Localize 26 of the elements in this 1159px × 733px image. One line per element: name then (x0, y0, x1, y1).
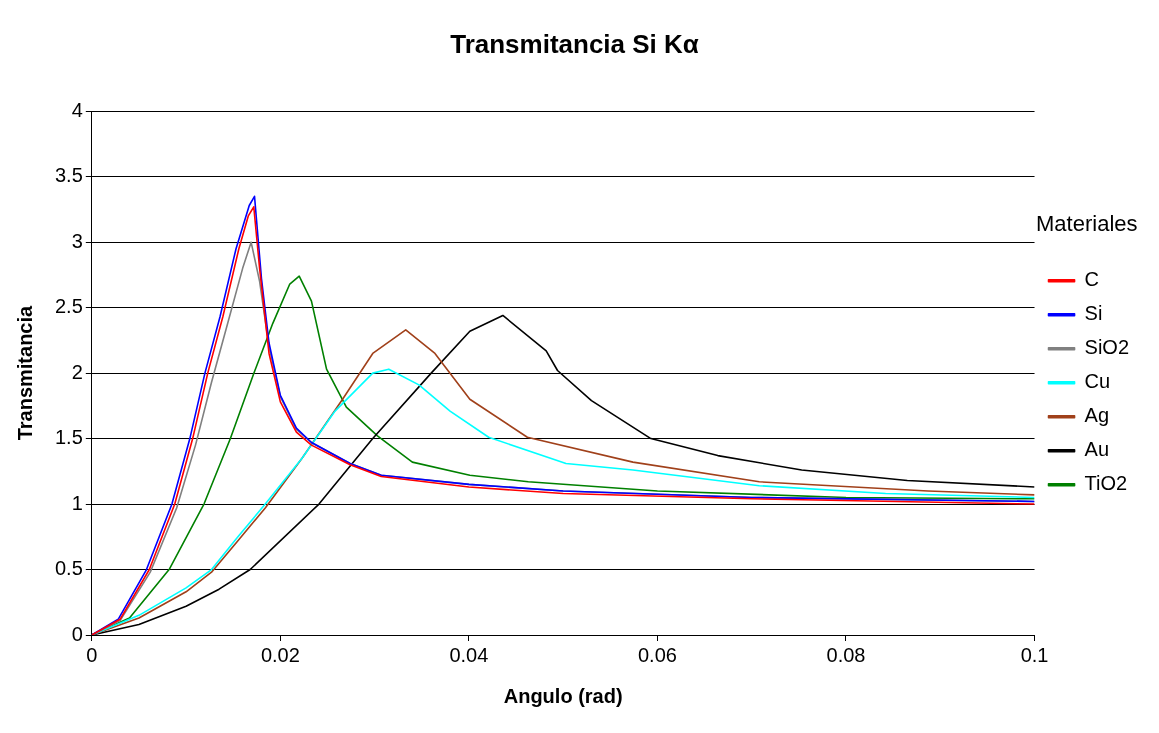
y-tick-label: 3.5 (54, 164, 83, 187)
x-tick-label: 0.1 (1020, 643, 1049, 666)
y-axis-title: Transmitancia (13, 304, 36, 441)
legend-label: TiO2 (1084, 472, 1128, 495)
y-tick-label: 3 (71, 229, 83, 252)
x-tick-label: 0 (86, 643, 98, 666)
y-tick-label: 0.5 (54, 557, 83, 580)
x-axis-title: Angulo (rad) (503, 684, 623, 707)
legend-label: Ag (1084, 404, 1110, 427)
legend-label: C (1084, 268, 1099, 291)
y-tick-label: 0 (71, 622, 83, 645)
chart-title: Transmitancia Si Kα (450, 28, 699, 59)
x-tick-label: 0.04 (449, 643, 489, 666)
y-tick-label: 1.5 (54, 426, 83, 449)
legend-label: Si (1084, 302, 1103, 325)
y-tick-label: 2.5 (54, 295, 83, 318)
y-tick-label: 1 (71, 491, 83, 514)
legend-label: Cu (1084, 370, 1111, 393)
legend-title: Materiales (1036, 211, 1138, 237)
y-tick-label: 4 (71, 98, 83, 121)
legend-label: SiO2 (1084, 336, 1130, 359)
x-tick-label: 0.08 (826, 643, 866, 666)
legend-label: Au (1084, 438, 1110, 461)
x-tick-label: 0.06 (637, 643, 677, 666)
y-tick-label: 2 (71, 360, 83, 383)
x-tick-label: 0.02 (260, 643, 300, 666)
